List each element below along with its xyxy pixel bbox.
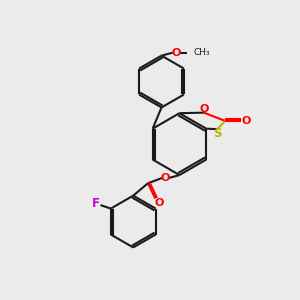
Text: O: O bbox=[154, 198, 164, 208]
Text: S: S bbox=[214, 127, 222, 140]
Text: CH₃: CH₃ bbox=[193, 48, 210, 57]
Text: O: O bbox=[200, 104, 209, 114]
Text: F: F bbox=[92, 197, 100, 210]
Text: O: O bbox=[242, 116, 251, 126]
Text: O: O bbox=[161, 173, 170, 183]
Text: O: O bbox=[172, 48, 181, 58]
